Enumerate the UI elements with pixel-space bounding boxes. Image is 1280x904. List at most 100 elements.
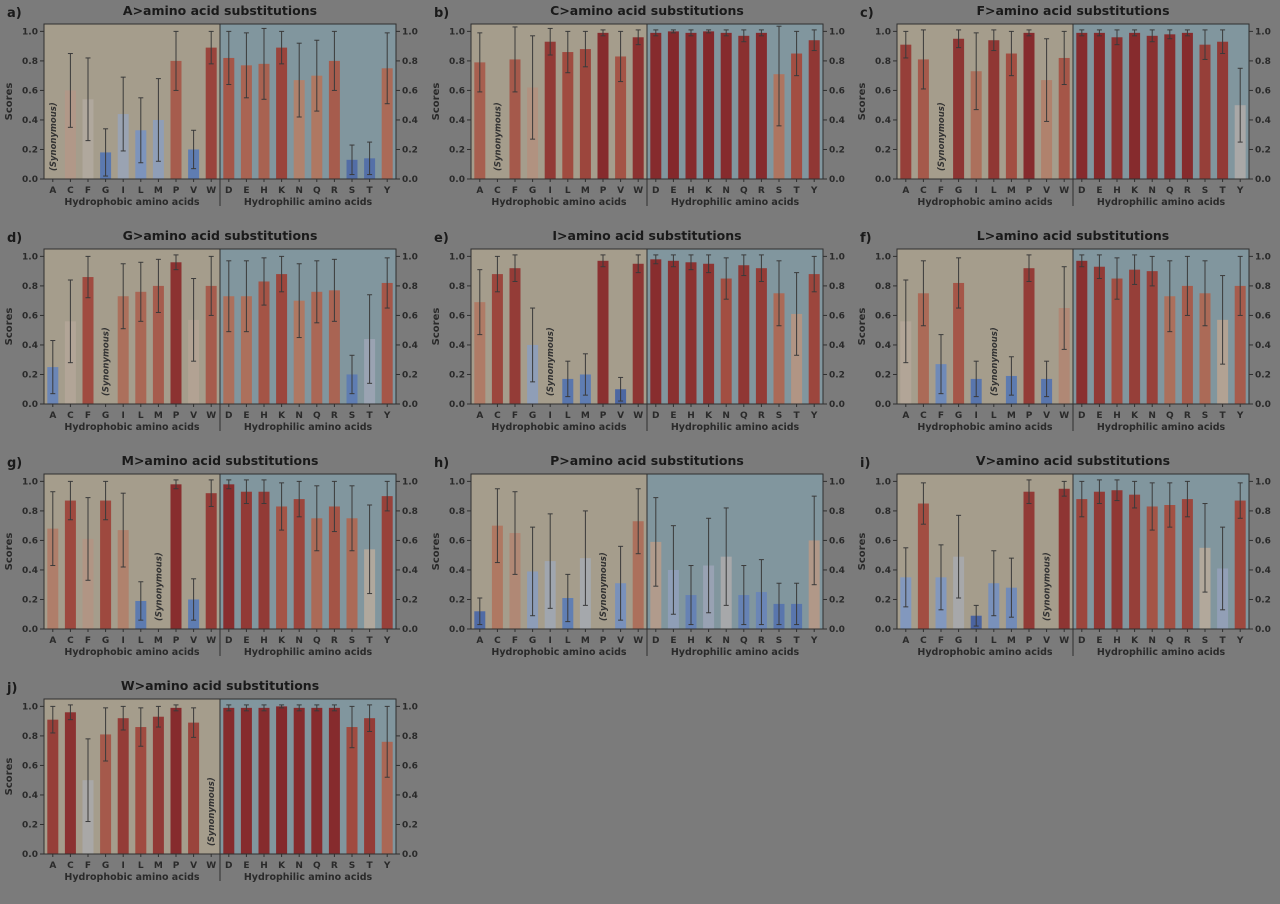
bar-H: [685, 32, 697, 179]
error-bar-P: [173, 30, 179, 91]
x-tick-label-L: L: [565, 411, 571, 421]
y-tick-label: 0.2: [449, 145, 465, 155]
bar-K: [276, 706, 288, 854]
panel-title: I>amino acid substitutions: [552, 228, 741, 243]
error-bar-T: [367, 294, 373, 384]
x-tick-label-R: R: [331, 861, 338, 871]
y-tick-label: 0.8: [875, 57, 891, 67]
error-bar-M: [1009, 356, 1015, 396]
panel-e: (Synonymous) 0.0 0.0 0.2 0.2 0.4 0.4 0.6 0.6 0.8 0…: [427, 225, 854, 450]
error-bar-V: [191, 129, 197, 170]
y-tick-label: 0.4: [449, 116, 465, 126]
y-tick-label: 0.2: [22, 820, 38, 830]
error-bar-E: [670, 254, 676, 268]
bar-Q: [311, 707, 323, 854]
bar-I: [544, 41, 556, 179]
synonymous-label: (Synonymous): [49, 102, 59, 171]
y-tick-label-right: 0.2: [829, 370, 845, 380]
error-bar-S: [1202, 260, 1208, 327]
bar-E: [1094, 266, 1106, 404]
error-bar-D: [226, 704, 232, 712]
bar-L: [561, 52, 573, 179]
group-label-hydrophobic: Hydrophobic amino acids: [918, 197, 1054, 208]
group-label-hydrophilic: Hydrophilic amino acids: [244, 422, 373, 433]
error-bar-A: [50, 705, 56, 734]
error-bar-M: [155, 258, 161, 313]
bar-R: [328, 60, 340, 179]
bar-S: [773, 74, 785, 179]
x-tick-label-P: P: [599, 636, 606, 646]
x-tick-label-F: F: [938, 411, 944, 421]
error-bar-V: [1044, 360, 1050, 398]
error-bar-H: [261, 479, 267, 505]
bar-F: [509, 533, 521, 629]
bar-I: [117, 718, 129, 854]
error-bar-R: [758, 559, 764, 626]
y-tick-label: 0.0: [449, 625, 465, 635]
bar-Y: [381, 282, 393, 404]
x-tick-label-V: V: [190, 186, 197, 196]
error-bar-G: [529, 35, 535, 140]
x-tick-label-W: W: [1060, 636, 1070, 646]
x-tick-label-S: S: [1202, 186, 1208, 196]
x-tick-label-W: W: [1060, 186, 1070, 196]
bar-S: [346, 518, 358, 629]
y-tick-label: 1.0: [875, 252, 891, 262]
y-tick-label: 0.2: [449, 370, 465, 380]
synonymous-label: (Synonymous): [493, 102, 503, 171]
x-tick-label-V: V: [190, 411, 197, 421]
error-bar-W: [208, 30, 214, 65]
y-tick-label-right: 0.8: [1255, 282, 1271, 292]
x-tick-label-L: L: [138, 186, 144, 196]
y-tick-label: 0.4: [449, 566, 465, 576]
bar-R: [755, 32, 767, 179]
bar-V: [188, 722, 200, 854]
error-bar-C: [921, 482, 927, 525]
error-bar-L: [564, 573, 570, 623]
error-bar-Y: [1238, 255, 1244, 316]
bar-P: [170, 707, 182, 854]
error-bar-E: [1097, 479, 1103, 505]
error-bar-S: [1202, 29, 1208, 60]
y-tick-label-right: 0.8: [402, 732, 418, 742]
panel-letter: a): [7, 6, 22, 21]
bar-L: [135, 727, 147, 854]
error-bar-P: [600, 29, 606, 37]
x-tick-label-V: V: [617, 411, 624, 421]
error-bar-N: [296, 704, 302, 712]
error-bar-F: [85, 497, 91, 581]
x-tick-label-S: S: [1202, 411, 1208, 421]
panel-title: W>amino acid substitutions: [121, 678, 319, 693]
y-tick-label-right: 0.6: [402, 311, 418, 321]
error-bar-A: [50, 491, 56, 567]
chart-h: (Synonymous) 0.0 0.0 0.2 0.2 0.4 0.4 0.6 0.6 0.8 0…: [431, 453, 845, 658]
error-bar-K: [1132, 254, 1138, 285]
x-tick-label-I: I: [122, 861, 125, 871]
error-bar-D: [652, 29, 658, 37]
error-bar-M: [582, 30, 588, 68]
synonymous-label: (Synonymous): [207, 777, 217, 846]
y-tick-label-right: 0.8: [829, 507, 845, 517]
x-tick-label-F: F: [512, 186, 518, 196]
bar-E: [1094, 32, 1106, 179]
bar-C: [918, 293, 930, 404]
x-tick-label-H: H: [260, 861, 268, 871]
y-tick-label-right: 0.8: [1255, 507, 1271, 517]
x-tick-label-T: T: [793, 186, 800, 196]
error-bar-Y: [384, 257, 390, 309]
error-bar-P: [600, 254, 606, 268]
y-tick-label-right: 1.0: [829, 477, 845, 487]
bar-R: [328, 707, 340, 854]
error-bar-E: [243, 260, 249, 333]
error-bar-Q: [314, 485, 320, 552]
y-tick-label: 0.4: [449, 341, 465, 351]
bar-A: [473, 62, 485, 179]
group-label-hydrophilic: Hydrophilic amino acids: [1097, 197, 1226, 208]
y-tick-label: 0.0: [22, 400, 38, 410]
x-tick-label-D: D: [652, 186, 659, 196]
group-label-hydrophilic: Hydrophilic amino acids: [244, 647, 373, 658]
x-tick-label-T: T: [367, 411, 374, 421]
bar-K: [276, 47, 288, 179]
x-tick-label-A: A: [903, 186, 910, 196]
error-bar-M: [1009, 557, 1015, 618]
